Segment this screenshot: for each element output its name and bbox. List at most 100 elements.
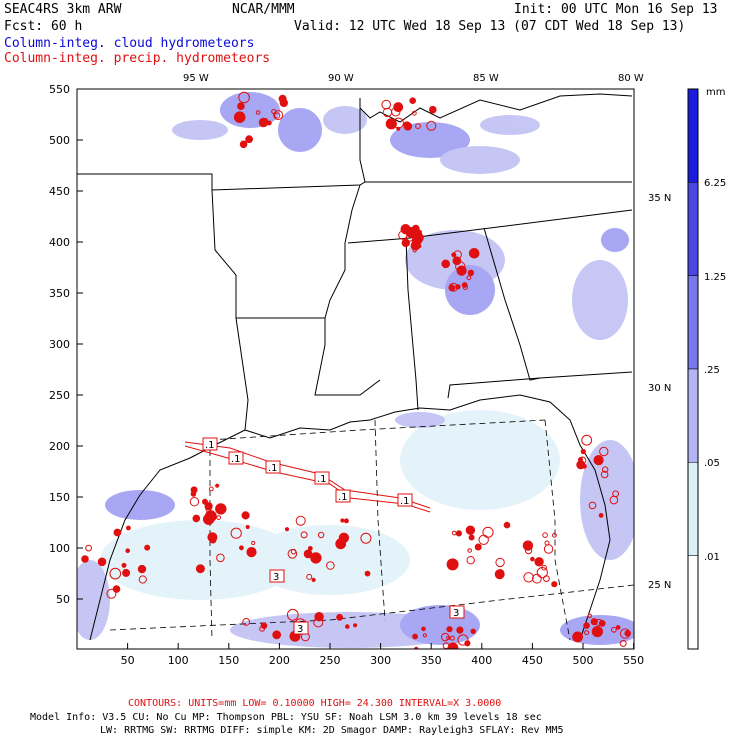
contour-label: .1 [317, 474, 327, 485]
precip-cell [455, 261, 466, 272]
precip-cell [303, 549, 313, 559]
x-tick-label: 100 [168, 654, 189, 667]
map-frame [76, 88, 635, 650]
y-tick-label: 400 [49, 236, 70, 249]
precip-cell [106, 588, 117, 599]
precip-cell [470, 628, 476, 634]
precip-cell [466, 556, 475, 565]
contour-label: .1 [231, 454, 241, 465]
precip-cell [455, 530, 462, 537]
precip-cell [189, 497, 200, 507]
precip-cell [496, 569, 504, 577]
precip-cell [573, 632, 583, 642]
precip-cell [466, 275, 472, 281]
x-tick-label: 150 [218, 654, 239, 667]
precip-cell [125, 525, 131, 531]
contour-label: 3 [273, 572, 279, 583]
precip-cell [612, 490, 619, 498]
precip-cell [192, 514, 201, 523]
colorbar-label: 1.25 [704, 272, 726, 283]
precip-cell [544, 540, 550, 546]
precip-cell [121, 562, 127, 568]
precip-cell [381, 99, 392, 110]
contour-label: .1 [338, 492, 348, 503]
precip-cell [422, 633, 427, 638]
model-info-line2: LW: RRTMG SW: RRTMG DIFF: simple KM: 2D … [100, 725, 564, 736]
cloud-hydrometeor-shading [77, 92, 634, 648]
precip-cell [338, 532, 350, 543]
precip-cell [448, 282, 458, 292]
precip-cell [532, 573, 542, 584]
colorbar-units: mm [706, 87, 725, 98]
precip-cell [446, 558, 459, 571]
x-tick-label: 350 [421, 654, 442, 667]
contour-label: 3 [297, 624, 303, 635]
precip-cell [246, 547, 257, 558]
init-time: Init: 00 UTC Mon 16 Sep 13 [514, 2, 718, 17]
precip-cell [598, 620, 606, 627]
precip-cell [449, 635, 455, 641]
lon-label-80w: 80 W [618, 73, 644, 84]
precip-cell [598, 513, 604, 518]
precip-cell [599, 446, 609, 457]
precip-cell [273, 110, 284, 121]
contour-label: .1 [268, 463, 278, 474]
colorbar-segment [687, 88, 699, 183]
model-info-line1: Model Info: V3.5 CU: No Cu MP: Thompson … [30, 712, 542, 723]
precip-cell [190, 491, 197, 497]
precip-cell [195, 564, 205, 574]
precip-cell [429, 105, 437, 114]
precip-cell [482, 526, 494, 538]
precip-cell [591, 626, 604, 638]
precip-cell [441, 632, 450, 642]
precip-cell [353, 623, 358, 628]
domain-boundary [109, 419, 634, 641]
precip-cell [258, 117, 269, 128]
colorbar-segment [687, 368, 699, 463]
precip-cell [447, 642, 459, 649]
precip-cell [611, 626, 617, 633]
precip-cell [462, 284, 468, 290]
precip-cell [137, 564, 147, 574]
precip-cell [360, 532, 372, 544]
model-title: SEAC4RS 3km ARW [4, 2, 122, 17]
precip-cell [452, 256, 462, 266]
x-tick-label: 50 [121, 654, 135, 667]
precip-cell [411, 110, 417, 116]
precip-cell [306, 573, 313, 580]
y-tick-label: 500 [49, 134, 70, 147]
contour-info: CONTOURS: UNITS=mm LOW= 0.10000 HIGH= 24… [128, 698, 502, 709]
forecast-hour: Fcst: 60 h [4, 19, 83, 34]
precip-cell [416, 243, 422, 249]
precip-cell [441, 259, 451, 269]
precip-cell [602, 466, 609, 473]
y-tick-label: 100 [49, 542, 70, 555]
field-cloud-label: Column-integ. cloud hydrometeors [4, 36, 255, 51]
precip-cell [405, 233, 414, 242]
precip-cell [122, 568, 131, 577]
contour-label: 3 [453, 608, 459, 619]
precip-cell [215, 503, 227, 515]
colorbar-segment [687, 555, 699, 650]
precip-cell [307, 546, 313, 551]
precip-cell [284, 527, 290, 532]
precip-cell [112, 585, 121, 593]
precip-cell [400, 224, 411, 235]
x-tick-label: 250 [320, 654, 341, 667]
precip-cell [590, 618, 598, 626]
precip-cell [239, 140, 248, 149]
precip-cell [345, 624, 350, 629]
precip-cell [583, 622, 590, 629]
precip-cell [216, 553, 225, 563]
precip-cell [286, 608, 299, 621]
colorbar: mm 6.25 1.25 .25 .05 .01 [687, 87, 726, 650]
precip-cell [530, 556, 535, 562]
colorbar-segment [687, 182, 699, 276]
precip-cell [242, 618, 251, 626]
precip-cell [391, 107, 401, 117]
x-tick-label: 550 [623, 654, 644, 667]
colorbar-segment [687, 462, 699, 556]
political-boundaries [77, 93, 633, 641]
precip-cell [238, 91, 250, 104]
contour-label: .1 [205, 440, 215, 451]
